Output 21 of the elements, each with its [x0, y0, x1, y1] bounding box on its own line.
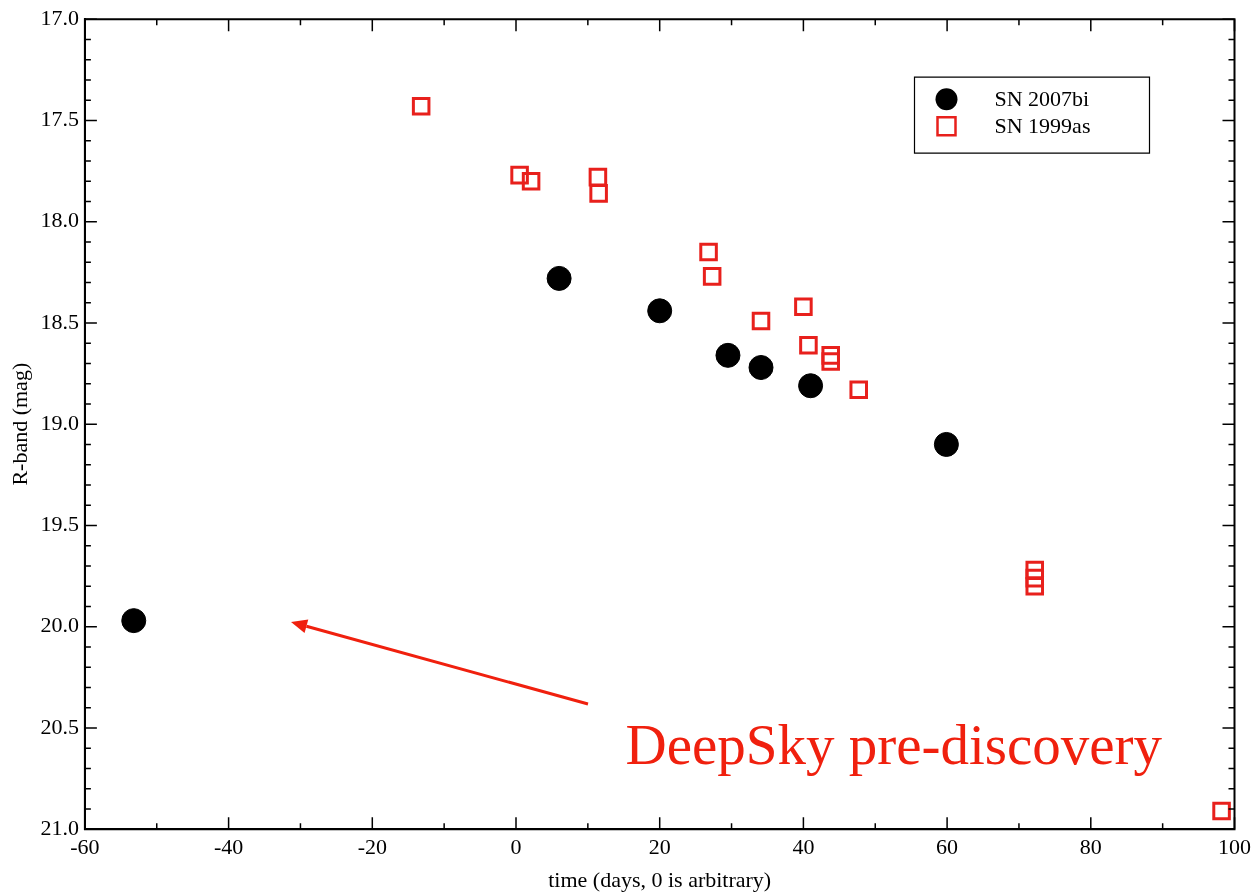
y-tick-label: 20.5: [40, 713, 79, 739]
y-axis-title: R-band (mag): [6, 362, 32, 486]
x-tick-label: 40: [792, 834, 815, 860]
y-tick-label: 18.5: [40, 308, 79, 334]
x-tick-label: 60: [936, 834, 959, 860]
y-tick-label: 17.5: [40, 106, 79, 132]
x-tick-label: 20: [648, 834, 671, 860]
legend-label: SN 1999as: [994, 112, 1091, 138]
x-axis-title: time (days, 0 is arbitrary): [548, 866, 772, 892]
annotation: DeepSky pre-discovery: [625, 712, 1163, 778]
x-tick-label: 80: [1079, 834, 1102, 860]
y-tick-label: 18.0: [40, 207, 79, 233]
legend-label: SN 2007bi: [994, 85, 1090, 111]
y-tick-label: 17.0: [40, 4, 79, 30]
x-tick-label: -20: [357, 834, 387, 860]
x-tick-label: 100: [1218, 834, 1251, 860]
y-tick-label: 19.5: [40, 511, 79, 537]
y-tick-label: 19.0: [40, 409, 79, 435]
x-tick-label: -40: [213, 834, 244, 860]
y-tick-label: 20.0: [40, 612, 79, 638]
x-tick-label: 0: [510, 834, 522, 860]
